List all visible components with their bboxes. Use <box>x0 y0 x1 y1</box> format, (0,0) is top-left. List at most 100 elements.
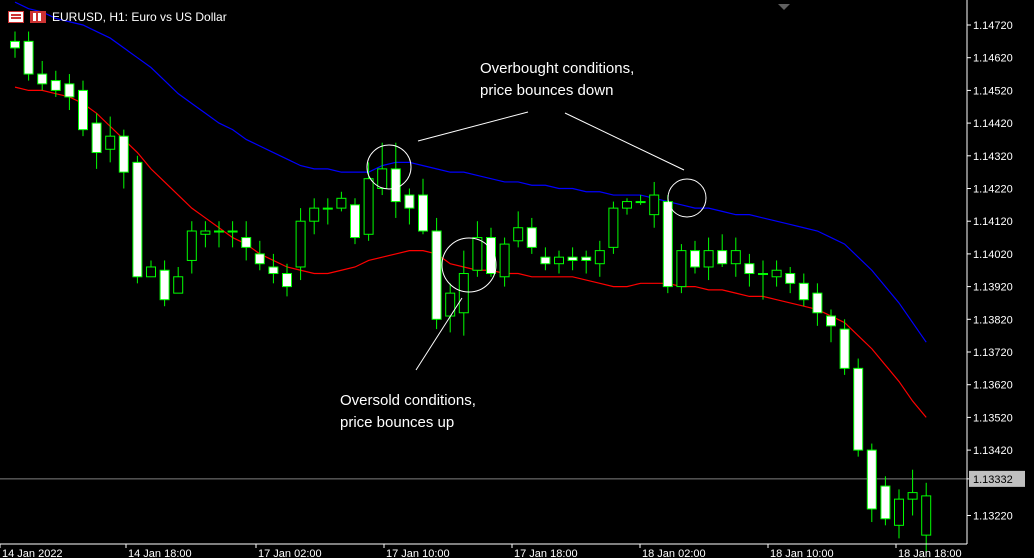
time-tick-label: 18 Jan 18:00 <box>898 548 962 558</box>
candle <box>350 204 360 239</box>
candle <box>730 250 741 265</box>
price-tick-label: 1.13420 <box>973 445 1013 457</box>
highlight-circle <box>441 237 497 293</box>
candle <box>853 367 864 451</box>
time-tick-label: 14 Jan 18:00 <box>128 548 192 558</box>
chart-window-icon <box>8 11 24 23</box>
candle <box>227 230 238 233</box>
time-tick-label: 17 Jan 10:00 <box>386 548 450 558</box>
time-tick-label: 18 Jan 02:00 <box>642 548 706 558</box>
candle <box>377 168 388 190</box>
time-tick-label: 17 Jan 02:00 <box>258 548 322 558</box>
candle <box>363 178 374 235</box>
price-tick-label: 1.13220 <box>973 511 1013 523</box>
candle <box>322 207 333 210</box>
candle <box>826 315 836 327</box>
candle <box>554 256 564 265</box>
candle <box>282 273 292 288</box>
time-tick-label: 17 Jan 18:00 <box>514 548 578 558</box>
indicator-list-icon <box>30 11 46 23</box>
time-tick-label: 18 Jan 10:00 <box>770 548 834 558</box>
candle <box>431 230 442 320</box>
candle <box>105 135 116 150</box>
oversold-line-1: Oversold conditions, <box>340 392 476 409</box>
time-tick-label: 14 Jan 2022 <box>2 548 63 558</box>
candle <box>921 495 932 536</box>
highlight-circle <box>366 144 412 190</box>
price-tick-label: 1.14520 <box>973 85 1013 97</box>
price-tick-label: 1.14120 <box>973 216 1013 228</box>
candle <box>798 282 809 301</box>
current-price-label: 1.13332 <box>973 474 1013 486</box>
candle <box>894 498 904 526</box>
candle <box>173 276 184 294</box>
overbought-annotation: Overbought conditions, price bounces dow… <box>480 58 634 102</box>
candle <box>336 197 347 209</box>
candle <box>608 207 619 248</box>
candle <box>64 83 75 98</box>
overbought-line-2: price bounces down <box>480 82 614 99</box>
candle <box>295 220 306 268</box>
price-tick-label: 1.14020 <box>973 249 1013 261</box>
current-price-tag <box>969 470 1025 487</box>
candle <box>744 263 755 275</box>
candle <box>662 201 673 288</box>
candle <box>78 89 88 131</box>
candle <box>567 256 578 261</box>
chart-header: EURUSD, H1: Euro vs US Dollar <box>8 8 227 26</box>
oversold-line-2: price bounces up <box>340 414 455 431</box>
candle <box>676 250 687 288</box>
candle <box>907 492 918 500</box>
candle <box>499 243 510 278</box>
overbought-line-1: Overbought conditions, <box>480 60 635 77</box>
price-tick-label: 1.14620 <box>973 53 1013 65</box>
overbought-pointer <box>417 111 529 142</box>
candle <box>186 230 197 261</box>
candle <box>785 273 796 284</box>
price-tick-label: 1.14320 <box>973 151 1013 163</box>
candle <box>458 273 469 314</box>
oversold-pointer <box>415 297 463 371</box>
candle <box>254 253 265 265</box>
price-tick-label: 1.13820 <box>973 314 1013 326</box>
candle <box>200 230 211 235</box>
candle <box>717 250 728 265</box>
candle <box>594 250 605 265</box>
candle <box>309 207 320 222</box>
candle <box>839 328 850 369</box>
candle <box>50 80 61 91</box>
price-tick-label: 1.13520 <box>973 412 1013 424</box>
oversold-annotation: Oversold conditions, price bounces up <box>340 390 476 434</box>
candle <box>486 237 496 275</box>
candle <box>132 161 143 278</box>
candle <box>472 237 483 271</box>
candle <box>268 266 279 275</box>
overbought-pointer <box>564 112 685 171</box>
candle <box>91 122 102 154</box>
candle <box>812 292 823 314</box>
highlight-circle <box>667 178 707 218</box>
candle <box>10 40 20 49</box>
lower-band-line <box>14 86 927 418</box>
candle <box>703 250 714 268</box>
candle <box>445 292 456 317</box>
candle <box>758 273 768 276</box>
candle <box>880 485 891 520</box>
candle <box>241 237 252 248</box>
candle <box>23 40 34 75</box>
candle <box>37 73 48 85</box>
candle <box>622 201 632 209</box>
price-tick-label: 1.14220 <box>973 184 1013 196</box>
chart-shift-marker <box>778 4 790 10</box>
candle <box>771 269 782 278</box>
candle <box>635 201 646 204</box>
candle <box>214 230 224 233</box>
chart-title: EURUSD, H1: Euro vs US Dollar <box>52 10 227 24</box>
candle <box>418 194 428 232</box>
candle <box>581 256 592 261</box>
candle <box>118 135 129 173</box>
candle <box>690 250 700 268</box>
candle <box>390 168 401 203</box>
